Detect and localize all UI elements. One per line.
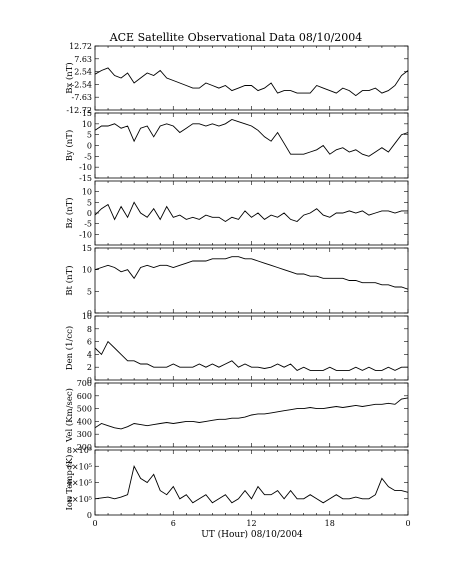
x-tick-label: 0 [92,519,97,528]
y-tick-label: 0 [87,209,92,218]
y-tick-label: 600 [77,392,92,401]
y-tick-label: -5 [84,152,92,161]
y-axis-label: Bz (nT) [64,197,75,228]
panel-7: 8×10⁵ 6×10⁵ 4×10⁵ 2×10⁵ 0 Ion Temp (K) [64,446,409,520]
y-tick-label: 0 [87,142,92,151]
y-tick-label: 15 [82,244,92,253]
panel-frame [94,315,409,381]
y-tick-label: 2 [87,363,92,372]
y-tick-label: 15 [82,109,92,118]
y-tick-label: 400 [77,417,92,426]
series-line [95,119,408,157]
y-tick-label: -7.63 [71,93,92,102]
y-tick-label: 2.54 [74,68,92,77]
x-tick-label: 18 [325,519,335,528]
chart-title: ACE Satellite Observational Data 08/10/2… [109,31,363,44]
y-axis-label: Den (1/cc) [64,326,75,370]
panel-frame [94,180,409,246]
y-tick-label: 7.63 [74,55,92,64]
series-line [95,201,408,223]
y-tick-label: -12.72 [66,106,92,115]
y-tick-label: 8 [87,325,92,334]
panel-4: 15 10 5 0 Bt (nT) [64,244,409,318]
panel-frame [94,45,409,111]
y-axis-label: Bx (nT) [64,62,75,94]
series-line [95,256,408,290]
y-tick-label: 700 [77,379,92,388]
series-line [95,340,408,371]
y-tick-label: -10 [79,230,92,239]
y-tick-label: -15 [79,174,92,183]
y-tick-label: 5 [87,131,92,140]
y-tick-label: 4 [87,350,92,359]
x-tick-label: 0 [405,519,410,528]
y-tick-label: 10 [82,266,92,275]
panel-2: 15 10 5 0-5 -10 -15 By (nT) [64,109,409,183]
series-line [95,67,408,97]
y-tick-label: 5 [87,198,92,207]
y-tick-label: 500 [77,405,92,414]
y-axis-label: Vel (Km/sec) [64,388,75,443]
panel-frame [94,449,409,516]
y-tick-label: 10 [82,120,92,129]
y-tick-label: 6×10⁵ [67,462,92,471]
y-axis-label: Bt (nT) [64,265,75,295]
series-line [95,397,408,430]
y-axis-label: Ion Temp (K) [64,455,75,511]
y-tick-label: -5 [84,220,92,229]
y-tick-label: 0 [87,309,92,318]
x-axis-label: UT (Hour) 08/10/2004 [201,529,303,540]
panel-5: 10 8 6 4 2 0 Den (1/cc) [64,312,409,385]
y-tick-label: 10 [82,312,92,321]
x-axis-tick-labels: 0 6 12 18 0 [92,519,410,528]
y-tick-label: 300 [77,430,92,439]
y-tick-label: 0 [87,511,92,520]
panel-1: 12.72 7.63 2.54 -2.54 -7.63 -12.72 Bx (nT) [64,42,409,115]
y-tick-label: -10 [79,163,92,172]
y-tick-label: 8×10⁵ [67,446,92,455]
y-tick-label: 0 [87,376,92,385]
x-tick-label: 6 [171,519,176,528]
y-axis-label: By (nT) [64,130,75,162]
panel-frame [94,112,409,179]
y-tick-label: 6 [87,338,92,347]
x-tick-label: 12 [246,519,256,528]
y-tick-label: 4×10⁵ [67,479,92,488]
y-tick-label: 5 [87,287,92,296]
panel-frame [94,247,409,314]
y-tick-label: 200 [77,443,92,452]
y-tick-label: 10 [82,188,92,197]
panel-3: 105 0 -5-10 Bz (nT) [64,180,409,246]
y-tick-label: -2.54 [71,80,92,89]
y-tick-label: 12.72 [69,42,92,51]
series-line [95,465,408,504]
y-tick-label: 2×10⁵ [67,495,92,504]
